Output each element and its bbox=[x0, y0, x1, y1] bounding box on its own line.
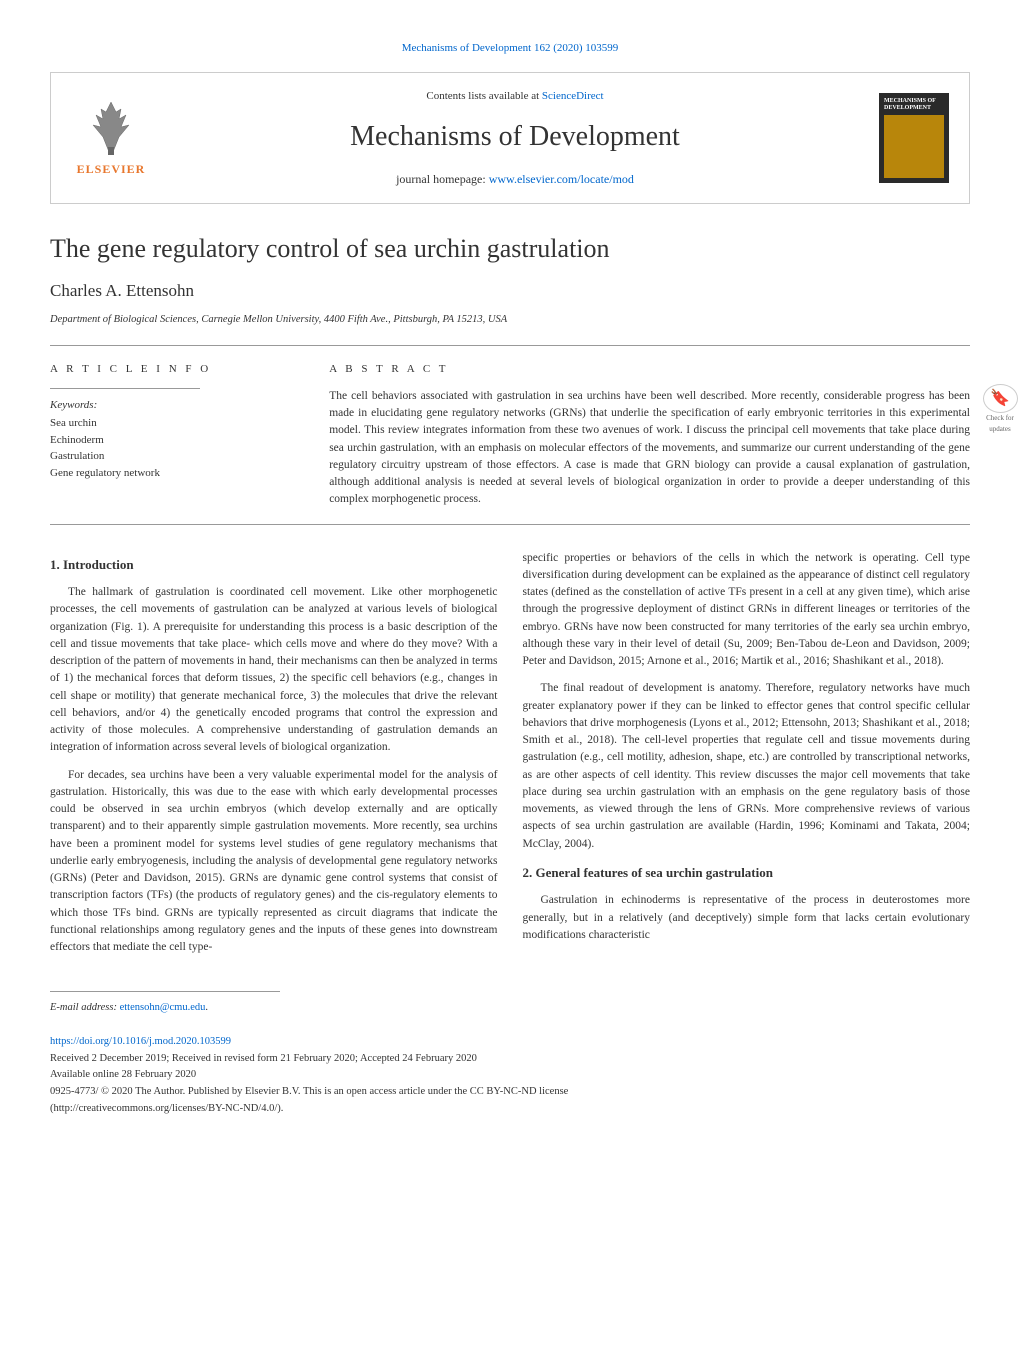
intro-p1: The hallmark of gastrulation is coordina… bbox=[50, 584, 498, 757]
section-2-heading: 2. General features of sea urchin gastru… bbox=[523, 863, 971, 883]
sciencedirect-link[interactable]: ScienceDirect bbox=[542, 90, 604, 102]
contents-prefix: Contents lists available at bbox=[426, 90, 541, 102]
journal-cover-thumbnail: MECHANISMS OF DEVELOPMENT bbox=[879, 93, 949, 183]
col2-p2: The final readout of development is anat… bbox=[523, 680, 971, 853]
elsevier-label: ELSEVIER bbox=[77, 160, 146, 178]
contents-line: Contents lists available at ScienceDirec… bbox=[151, 88, 879, 105]
section-1-heading: 1. Introduction bbox=[50, 555, 498, 575]
email-link[interactable]: ettensohn@cmu.edu bbox=[120, 1002, 206, 1013]
copyright-line: 0925-4773/ © 2020 The Author. Published … bbox=[50, 1084, 970, 1101]
email-label: E-mail address: bbox=[50, 1002, 120, 1013]
cover-thumb-title: MECHANISMS OF DEVELOPMENT bbox=[884, 98, 944, 112]
keyword: Echinoderm bbox=[50, 432, 299, 449]
email-line: E-mail address: ettensohn@cmu.edu. bbox=[50, 1000, 970, 1017]
updates-label: Check for updates bbox=[980, 413, 1020, 434]
journal-header: ELSEVIER Contents lists available at Sci… bbox=[50, 72, 970, 205]
title-section: The gene regulatory control of sea urchi… bbox=[50, 229, 970, 268]
left-column: 1. Introduction The hallmark of gastrula… bbox=[50, 550, 498, 967]
general-p1: Gastrulation in echinoderms is represent… bbox=[523, 892, 971, 944]
info-divider bbox=[50, 388, 200, 389]
header-center: Contents lists available at ScienceDirec… bbox=[151, 88, 879, 189]
body-columns: 1. Introduction The hallmark of gastrula… bbox=[50, 550, 970, 967]
cover-thumb-image bbox=[884, 115, 944, 178]
check-updates-badge[interactable]: 🔖 Check for updates bbox=[980, 384, 1020, 434]
elsevier-logo: ELSEVIER bbox=[71, 93, 151, 183]
keyword: Gastrulation bbox=[50, 448, 299, 465]
keywords-label: Keywords: bbox=[50, 397, 299, 414]
license-line: (http://creativecommons.org/licenses/BY-… bbox=[50, 1101, 970, 1118]
abstract-text: The cell behaviors associated with gastr… bbox=[329, 388, 970, 509]
elsevier-tree-icon bbox=[81, 97, 141, 157]
homepage-link[interactable]: www.elsevier.com/locate/mod bbox=[489, 172, 634, 186]
homepage-prefix: journal homepage: bbox=[396, 172, 489, 186]
homepage-line: journal homepage: www.elsevier.com/locat… bbox=[151, 170, 879, 188]
info-abstract-row: A R T I C L E I N F O Keywords: Sea urch… bbox=[50, 345, 970, 524]
doi-link[interactable]: https://doi.org/10.1016/j.mod.2020.10359… bbox=[50, 1036, 231, 1047]
updates-icon: 🔖 bbox=[983, 384, 1018, 413]
footer-separator bbox=[50, 991, 280, 992]
article-info-col: A R T I C L E I N F O Keywords: Sea urch… bbox=[50, 361, 299, 508]
intro-p2: For decades, sea urchins have been a ver… bbox=[50, 767, 498, 957]
top-journal-link: Mechanisms of Development 162 (2020) 103… bbox=[50, 40, 970, 57]
article-title: The gene regulatory control of sea urchi… bbox=[50, 229, 970, 268]
footer: E-mail address: ettensohn@cmu.edu. https… bbox=[50, 1000, 970, 1118]
right-column: specific properties or behaviors of the … bbox=[523, 550, 971, 967]
author-name: Charles A. Ettensohn bbox=[50, 278, 970, 304]
received-line: Received 2 December 2019; Received in re… bbox=[50, 1051, 970, 1068]
article-info-label: A R T I C L E I N F O bbox=[50, 361, 299, 378]
col2-p1: specific properties or behaviors of the … bbox=[523, 550, 971, 671]
journal-title: Mechanisms of Development bbox=[151, 116, 879, 158]
journal-ref-link[interactable]: Mechanisms of Development 162 (2020) 103… bbox=[402, 42, 619, 54]
keyword: Gene regulatory network bbox=[50, 465, 299, 482]
abstract-col: A B S T R A C T The cell behaviors assoc… bbox=[329, 361, 970, 508]
affiliation: Department of Biological Sciences, Carne… bbox=[50, 312, 970, 328]
keyword: Sea urchin bbox=[50, 415, 299, 432]
abstract-label: A B S T R A C T bbox=[329, 361, 970, 378]
available-line: Available online 28 February 2020 bbox=[50, 1067, 970, 1084]
